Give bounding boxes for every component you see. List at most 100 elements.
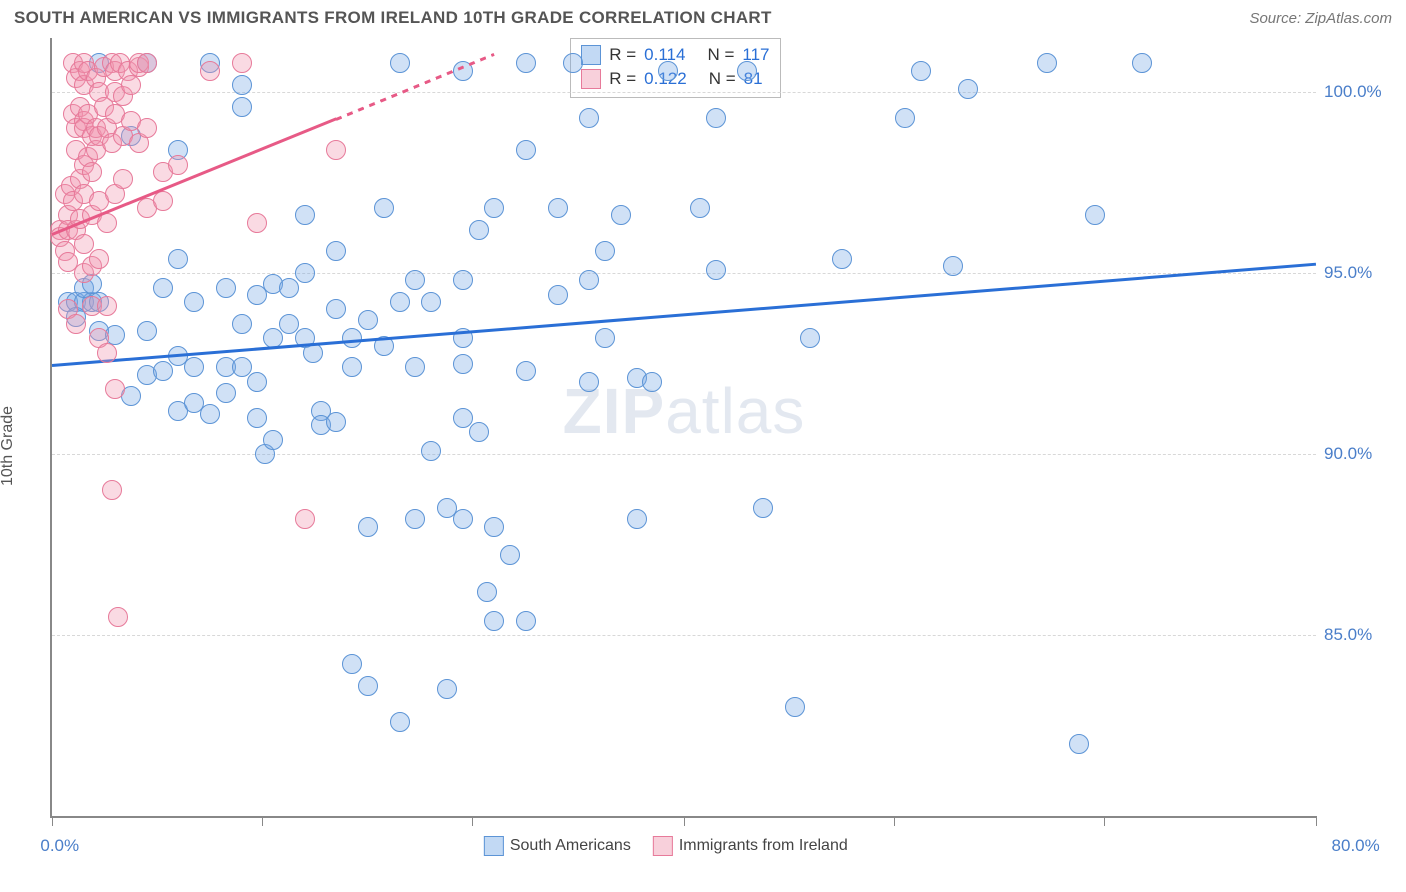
data-point <box>579 108 599 128</box>
legend-swatch <box>581 69 601 89</box>
data-point <box>247 408 267 428</box>
data-point <box>97 343 117 363</box>
trend-line <box>336 53 495 121</box>
data-point <box>753 498 773 518</box>
data-point <box>97 296 117 316</box>
x-tick <box>1316 816 1317 826</box>
data-point <box>74 234 94 254</box>
title-bar: SOUTH AMERICAN VS IMMIGRANTS FROM IRELAN… <box>0 0 1406 34</box>
data-point <box>137 321 157 341</box>
data-point <box>108 607 128 627</box>
y-tick-label: 100.0% <box>1324 82 1394 102</box>
data-point <box>295 263 315 283</box>
data-point <box>200 404 220 424</box>
data-point <box>105 379 125 399</box>
data-point <box>1037 53 1057 73</box>
data-point <box>595 241 615 261</box>
y-tick-label: 85.0% <box>1324 625 1394 645</box>
data-point <box>405 270 425 290</box>
data-point <box>800 328 820 348</box>
data-point <box>279 314 299 334</box>
data-point <box>658 61 678 81</box>
data-point <box>82 162 102 182</box>
data-point <box>911 61 931 81</box>
data-point <box>374 198 394 218</box>
data-point <box>642 372 662 392</box>
data-point <box>405 509 425 529</box>
data-point <box>232 53 252 73</box>
data-point <box>295 205 315 225</box>
legend-item: South Americans <box>484 836 631 856</box>
data-point <box>516 611 536 631</box>
data-point <box>342 357 362 377</box>
data-point <box>895 108 915 128</box>
data-point <box>437 679 457 699</box>
data-point <box>184 357 204 377</box>
data-point <box>1085 205 1105 225</box>
x-tick-label: 0.0% <box>40 836 79 856</box>
r-label: R = <box>609 69 636 89</box>
n-label: N = <box>709 69 736 89</box>
data-point <box>421 292 441 312</box>
legend-swatch <box>581 45 601 65</box>
y-tick-label: 90.0% <box>1324 444 1394 464</box>
chart-title: SOUTH AMERICAN VS IMMIGRANTS FROM IRELAN… <box>14 8 772 28</box>
data-point <box>832 249 852 269</box>
data-point <box>358 310 378 330</box>
data-point <box>453 509 473 529</box>
x-tick-label: 80.0% <box>1332 836 1380 856</box>
x-tick <box>1104 816 1105 826</box>
x-tick <box>684 816 685 826</box>
data-point <box>326 299 346 319</box>
data-point <box>326 241 346 261</box>
gridline <box>52 454 1316 455</box>
data-point <box>216 278 236 298</box>
data-point <box>500 545 520 565</box>
data-point <box>247 372 267 392</box>
data-point <box>168 249 188 269</box>
y-tick-label: 95.0% <box>1324 263 1394 283</box>
data-point <box>579 270 599 290</box>
data-point <box>184 292 204 312</box>
data-point <box>153 278 173 298</box>
data-point <box>358 676 378 696</box>
data-point <box>477 582 497 602</box>
data-point <box>548 285 568 305</box>
data-point <box>66 314 86 334</box>
n-label: N = <box>707 45 734 65</box>
data-point <box>405 357 425 377</box>
watermark: ZIPatlas <box>563 374 806 448</box>
data-point <box>1132 53 1152 73</box>
data-point <box>785 697 805 717</box>
data-point <box>89 249 109 269</box>
x-tick <box>472 816 473 826</box>
y-axis-label: 10th Grade <box>0 406 17 486</box>
legend-swatch <box>653 836 673 856</box>
legend-swatch <box>484 836 504 856</box>
data-point <box>690 198 710 218</box>
data-point <box>137 118 157 138</box>
data-point <box>737 61 757 81</box>
data-point <box>484 611 504 631</box>
data-point <box>326 412 346 432</box>
data-point <box>279 278 299 298</box>
data-point <box>484 517 504 537</box>
data-point <box>121 75 141 95</box>
data-point <box>579 372 599 392</box>
legend-item: Immigrants from Ireland <box>653 836 848 856</box>
data-point <box>113 169 133 189</box>
data-point <box>390 53 410 73</box>
data-point <box>390 292 410 312</box>
data-point <box>943 256 963 276</box>
data-point <box>263 430 283 450</box>
data-point <box>216 383 236 403</box>
legend-label: Immigrants from Ireland <box>679 837 848 854</box>
data-point <box>469 220 489 240</box>
data-point <box>453 354 473 374</box>
data-point <box>390 712 410 732</box>
data-point <box>484 198 504 218</box>
data-point <box>358 517 378 537</box>
legend-label: South Americans <box>510 837 631 854</box>
data-point <box>706 108 726 128</box>
data-point <box>611 205 631 225</box>
